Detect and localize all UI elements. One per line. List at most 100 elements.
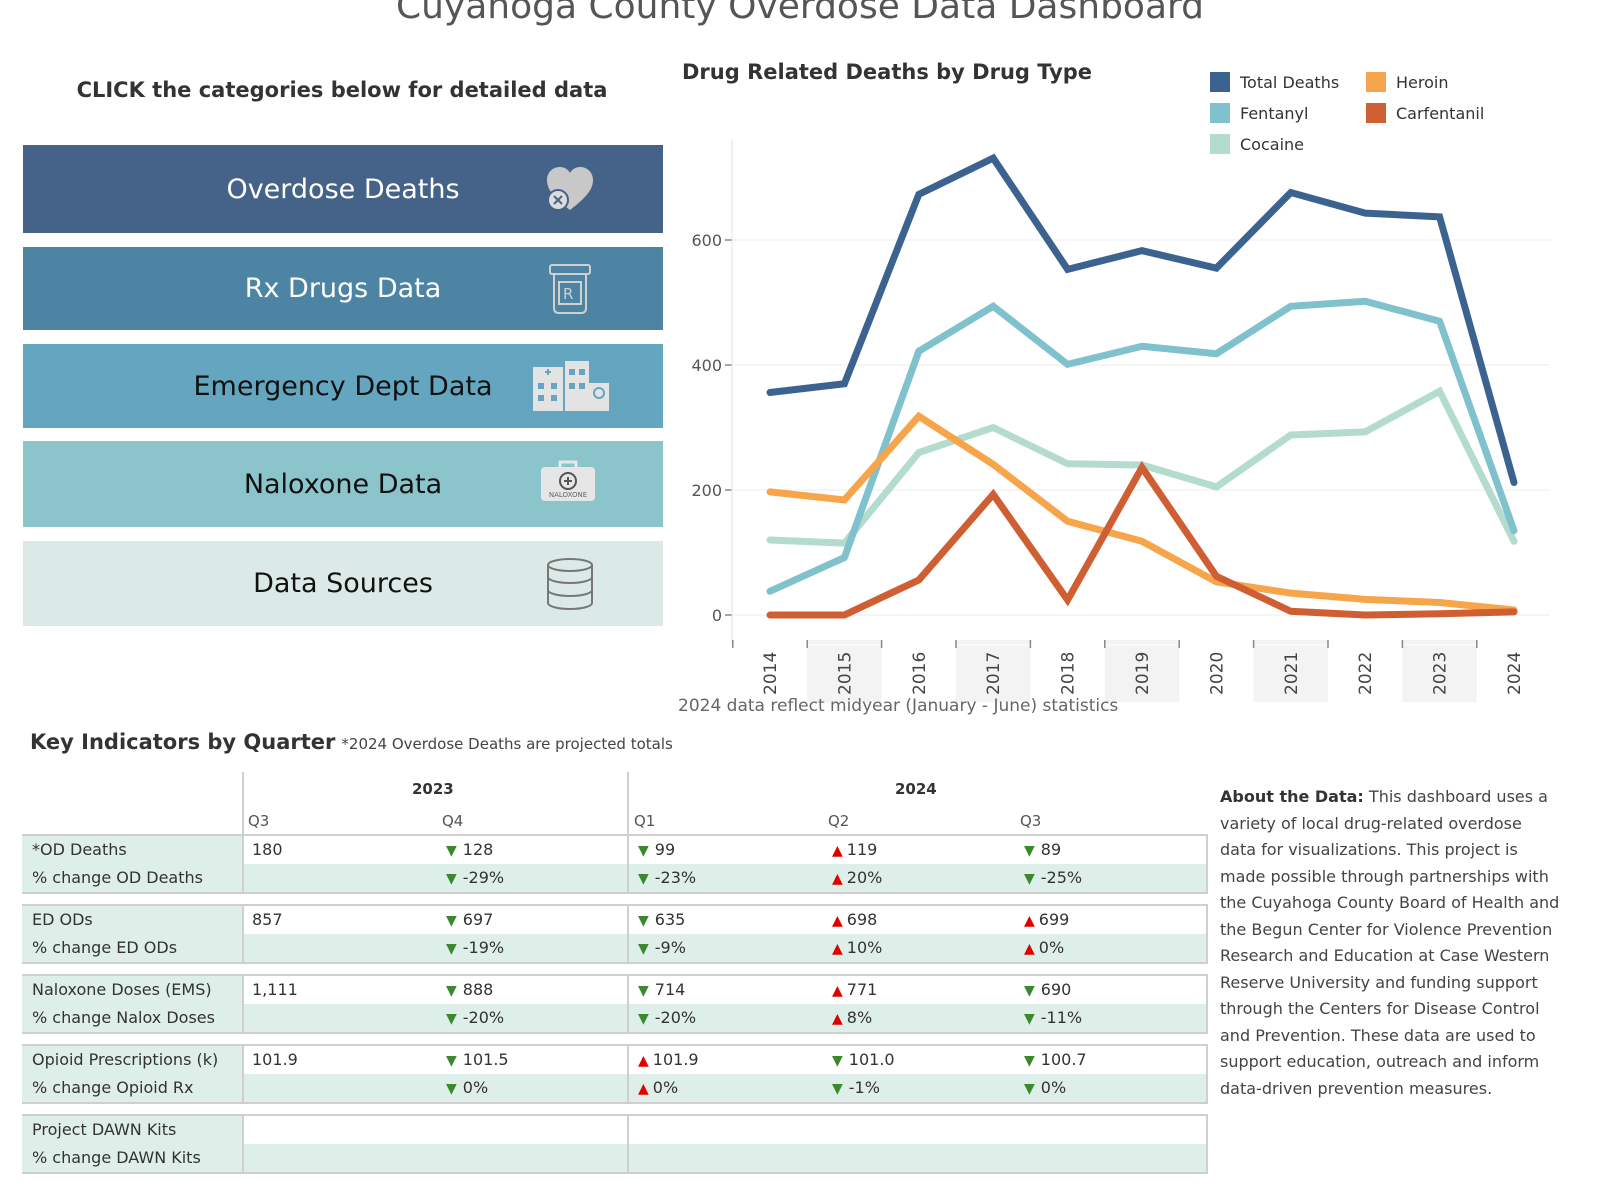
quarter-header: Q3 [248, 812, 270, 830]
down-arrow-icon: ▼ [638, 1011, 649, 1027]
key-indicators-title: Key Indicators by Quarter *2024 Overdose … [30, 730, 673, 754]
column-divider [242, 834, 244, 892]
x-tick-label: 2019 [1133, 652, 1153, 695]
x-tick-label: 2014 [761, 652, 781, 695]
legend-item: Cocaine [1210, 134, 1304, 154]
indicator-cell: ▼ 101.0 [832, 1050, 895, 1069]
row-label: Naloxone Doses (EMS) [32, 980, 212, 999]
legend-swatch [1210, 103, 1230, 123]
down-arrow-icon: ▼ [1024, 871, 1035, 887]
down-arrow-icon: ▼ [446, 871, 457, 887]
indicator-value: 89 [1040, 840, 1062, 859]
indicator-cell: ▲ 698 [832, 910, 877, 929]
nav-button-label: Overdose Deaths [226, 173, 460, 205]
column-divider [627, 904, 629, 962]
row-alt-bg [244, 934, 1208, 962]
indicator-value: -25% [1040, 868, 1083, 887]
down-arrow-icon: ▼ [638, 941, 649, 957]
x-tick-label: 2017 [984, 652, 1004, 695]
indicator-cell: ▼ -19% [446, 938, 504, 957]
indicator-value: -20% [462, 1008, 505, 1027]
indicator-value: 714 [654, 980, 686, 999]
row-label: Project DAWN Kits [32, 1120, 177, 1139]
column-divider [1206, 904, 1208, 962]
overdose-deaths-button[interactable]: Overdose Deaths [23, 145, 663, 233]
nav-button-label: Data Sources [253, 568, 433, 599]
row-label: Opioid Prescriptions (k) [32, 1050, 219, 1069]
x-tick-label: 2024 [1505, 652, 1525, 695]
column-divider [627, 1044, 629, 1102]
column-divider [1206, 1044, 1208, 1102]
down-arrow-icon: ▼ [1024, 843, 1035, 859]
down-arrow-icon: ▼ [638, 871, 649, 887]
indicator-value: 99 [654, 840, 676, 859]
indicator-cell: ▼ 89 [1024, 840, 1061, 859]
legend-item: Fentanyl [1210, 103, 1308, 123]
row-label: % change Nalox Doses [32, 1008, 215, 1027]
indicator-cell: ▼ 888 [446, 980, 493, 999]
x-tick-label: 2016 [910, 652, 930, 695]
indicator-value: 180 [252, 840, 283, 859]
row-label: % change DAWN Kits [32, 1148, 201, 1167]
rx-drugs-data-button[interactable]: Rx Drugs Data R [23, 247, 663, 330]
y-tick-label: 600 [691, 231, 722, 250]
column-divider [627, 772, 629, 834]
column-divider [242, 772, 244, 834]
quarter-header: Q3 [1020, 812, 1042, 830]
group-bottom-border [22, 892, 1208, 894]
indicator-cell: ▼ 0% [446, 1078, 488, 1097]
indicator-cell: ▲ 0% [638, 1078, 678, 1097]
indicator-cell: ▲ 0% [1024, 938, 1064, 957]
data-sources-button[interactable]: Data Sources [23, 541, 663, 626]
y-tick-label: 0 [712, 606, 722, 625]
indicator-cell: ▼ 697 [446, 910, 493, 929]
naloxone-data-button[interactable]: Naloxone Data NALOXONE [23, 441, 663, 527]
column-divider [242, 904, 244, 962]
up-arrow-icon: ▲ [638, 1081, 649, 1097]
naloxone-kit-icon: NALOXONE [539, 457, 597, 511]
down-arrow-icon: ▼ [638, 913, 649, 929]
quarter-header: Q1 [634, 812, 656, 830]
quarter-header: Q4 [442, 812, 464, 830]
row-alt-bg [244, 864, 1208, 892]
down-arrow-icon: ▼ [638, 843, 649, 859]
indicator-cell: ▲ 119 [832, 840, 877, 859]
column-divider [1206, 1114, 1208, 1172]
legend-swatch [1366, 72, 1386, 92]
indicator-value: -9% [654, 938, 686, 957]
series-line-total-deaths [766, 153, 1518, 486]
x-band [1402, 640, 1477, 702]
indicator-cell: ▼ 100.7 [1024, 1050, 1087, 1069]
key-indicators-heading: Key Indicators by Quarter [30, 730, 336, 754]
indicator-value: 857 [252, 910, 283, 929]
up-arrow-icon: ▲ [1024, 941, 1035, 957]
indicator-value: 101.9 [652, 1050, 699, 1069]
down-arrow-icon: ▼ [446, 913, 457, 929]
indicator-cell: ▲ 699 [1024, 910, 1069, 929]
indicator-value: 101.0 [848, 1050, 895, 1069]
page-title: Cuyahoga County Overdose Data Dashboard [395, 0, 1205, 27]
indicator-cell: ▼ -23% [638, 868, 696, 887]
group-top-border [22, 834, 1208, 836]
indicator-value: 8% [846, 1008, 873, 1027]
legend-label: Cocaine [1240, 134, 1304, 154]
legend-item: Carfentanil [1366, 103, 1484, 123]
indicator-cell: ▼ 99 [638, 840, 675, 859]
indicator-cell: ▲ 771 [832, 980, 877, 999]
indicator-cell: ▼ 690 [1024, 980, 1071, 999]
chart-title: Drug Related Deaths by Drug Type [682, 60, 1093, 84]
row-label: % change ED ODs [32, 938, 178, 957]
up-arrow-icon: ▲ [832, 941, 843, 957]
emergency-dept-data-button[interactable]: Emergency Dept Data [23, 344, 663, 428]
database-icon [543, 557, 597, 611]
indicator-value: 698 [846, 910, 878, 929]
down-arrow-icon: ▼ [446, 1081, 457, 1097]
indicator-value: 0% [652, 1078, 679, 1097]
group-top-border [22, 904, 1208, 906]
y-tick-label: 400 [691, 356, 722, 375]
indicator-value: 0% [1040, 1078, 1067, 1097]
year-header: 2023 [412, 780, 454, 798]
column-divider [242, 1114, 244, 1172]
indicator-cell: ▼ 101.5 [446, 1050, 509, 1069]
indicator-cell: 180 [252, 840, 283, 859]
